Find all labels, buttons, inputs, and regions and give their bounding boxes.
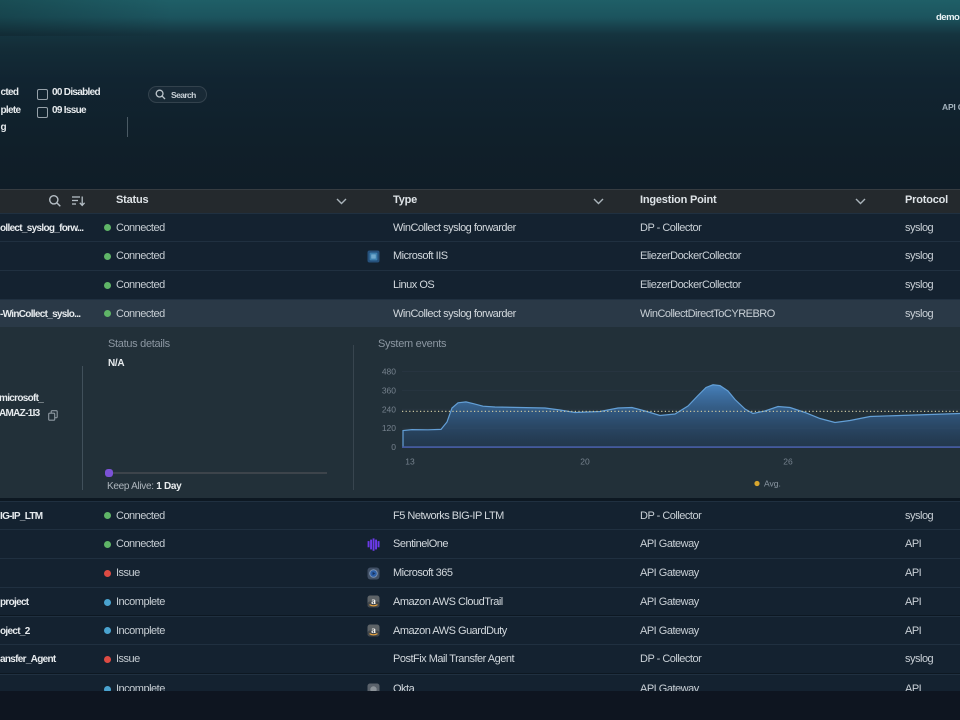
svg-text:a: a — [371, 597, 376, 607]
svg-text:0: 0 — [391, 442, 396, 452]
svg-text:a: a — [371, 626, 376, 636]
svg-text:13: 13 — [405, 457, 415, 467]
svg-text:480: 480 — [382, 367, 396, 377]
svg-text:360: 360 — [382, 386, 396, 396]
svg-text:240: 240 — [382, 405, 396, 415]
svg-text:120: 120 — [382, 424, 396, 434]
svg-text:Avg.: Avg. — [764, 479, 781, 489]
svg-text:20: 20 — [580, 457, 590, 467]
svg-text:26: 26 — [783, 457, 793, 467]
